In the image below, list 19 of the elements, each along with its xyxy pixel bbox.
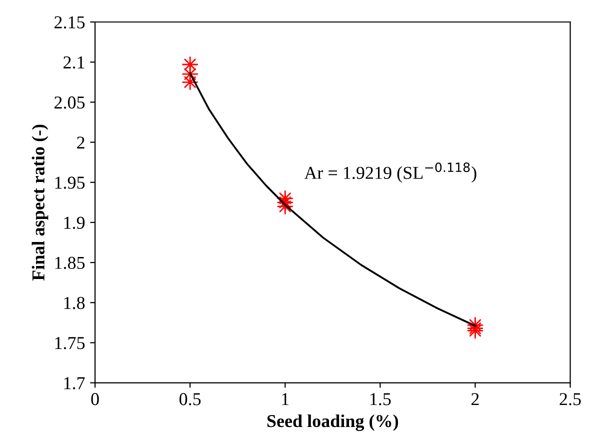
y-axis-title: Final aspect ratio (-) (32, 124, 48, 281)
y-tick-label: 1.7 (64, 377, 85, 390)
x-tick-label: 0.5 (179, 393, 201, 406)
x-tick-label: 2.5 (560, 393, 581, 406)
x-tick-label: 1 (282, 393, 289, 406)
y-tick-label: 2 (77, 136, 84, 149)
x-tick-label: 1.5 (370, 393, 391, 406)
y-tick-label: 1.95 (55, 176, 85, 189)
annotation: Ar = 1.9219 (SL$^{−0.118}$) (304, 162, 476, 183)
y-tick-label: 2.15 (54, 16, 85, 29)
x-tick-label: 2 (471, 393, 479, 406)
y-tick-label: 2.05 (54, 96, 85, 109)
y-tick-label: 2.1 (64, 56, 84, 69)
y-tick-label: 1.8 (64, 296, 85, 310)
x-tick-label: 0 (91, 393, 99, 406)
y-tick-label: 1.85 (55, 256, 85, 270)
y-tick-label: 1.75 (55, 337, 85, 350)
y-tick-label: 1.9 (64, 216, 85, 229)
x-axis-title: Seed loading (%) (267, 414, 398, 431)
